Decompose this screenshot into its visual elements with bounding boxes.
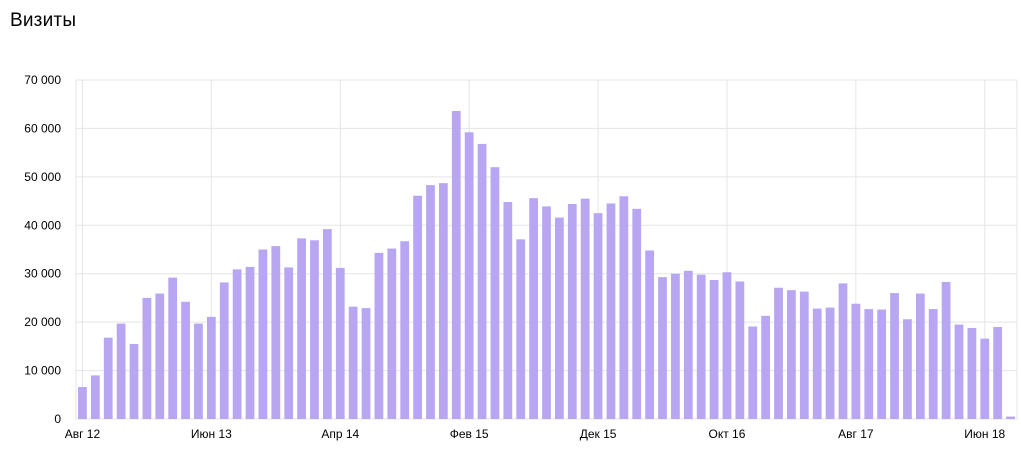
bar: Фев 15: 59200 — [464, 132, 474, 419]
bar: Июн 13: 21100 — [206, 316, 216, 419]
bar: Дек 15: 42500 — [593, 213, 603, 419]
y-tick-label: 10 000 — [24, 364, 61, 378]
bar: Май 14: 23200 — [348, 306, 358, 419]
bar: Июн 17: 23000 — [825, 307, 835, 419]
bar: Окт 14: 46100 — [413, 195, 422, 419]
x-tick-label: Июн 18 — [964, 427, 1005, 441]
x-axis-ticks: Авг 12 Июн 13 Апр 14 Фев 15 Дек 15 Окт 16 Авг … — [65, 427, 1006, 441]
bar: Июл 14: 34300 — [374, 252, 384, 419]
bar: Ноя 16: 28400 — [735, 281, 745, 419]
x-tick-label: Дек 15 — [580, 427, 617, 441]
bar: Май 16: 29300 — [658, 277, 667, 419]
x-tick-label: Июн 13 — [191, 427, 232, 441]
bar: Янв 16: 44500 — [606, 203, 616, 419]
bar: Апр 18: 19500 — [954, 324, 964, 419]
y-tick-label: 20 000 — [24, 315, 61, 329]
bar: Мар 15: 56800 — [477, 143, 487, 419]
bar: Окт 16: 30300 — [722, 272, 732, 419]
bar: Апр 13: 24200 — [181, 301, 190, 419]
y-tick-label: 30 000 — [24, 267, 61, 281]
bar: Ноя 17: 26000 — [890, 293, 899, 419]
bar: Июл 17: 28000 — [838, 283, 848, 419]
bar: Дек 17: 20600 — [903, 319, 912, 419]
bar: Авг 13: 30900 — [232, 269, 242, 419]
bar: Сен 13: 31400 — [245, 266, 255, 419]
bar: Авг 16: 29800 — [696, 274, 706, 419]
bar: Ноя 13: 35700 — [271, 246, 281, 419]
bar: Июл 13: 28200 — [219, 282, 229, 419]
bar: Янв 17: 21300 — [761, 315, 771, 419]
x-tick-label: Апр 14 — [321, 427, 359, 441]
bar: Сен 17: 22700 — [864, 309, 874, 419]
bar: Фев 16: 46000 — [619, 196, 629, 419]
bar: Фев 13: 25900 — [155, 293, 165, 419]
bar: Сен 14: 36700 — [400, 241, 410, 419]
bar: Май 15: 44800 — [503, 202, 513, 419]
bar: Июл 18: 19000 — [993, 326, 1003, 419]
bar: Апр 17: 26300 — [799, 291, 809, 419]
bar: Янв 15: 63600 — [451, 110, 461, 419]
bar: Янв 14: 37300 — [297, 238, 306, 419]
bar: Июн 15: 37100 — [516, 239, 526, 419]
bar: Сен 16: 28700 — [709, 280, 719, 419]
bar: Ноя 15: 45500 — [580, 198, 590, 419]
y-tick-label: 50 000 — [24, 170, 61, 184]
bar: Мар 18: 28300 — [941, 281, 951, 419]
y-tick-label: 60 000 — [24, 121, 61, 135]
y-tick-label: 70 000 — [24, 73, 61, 87]
x-tick-label: Авг 17 — [838, 427, 874, 441]
y-axis-ticks: 0 10 000 20 000 30 000 40 000 50 000 60 000 70 … — [24, 73, 61, 426]
bar: Июл 15: 45600 — [529, 198, 538, 419]
y-tick-label: 0 — [54, 412, 61, 426]
bar: Апр 15: 52000 — [490, 167, 500, 419]
bar: Сен 15: 41600 — [555, 217, 564, 419]
x-tick-label: Авг 12 — [65, 427, 101, 441]
bar: Апр 16: 34800 — [645, 250, 655, 419]
x-tick-label: Окт 16 — [709, 427, 746, 441]
bar: Мар 16: 43400 — [632, 208, 642, 419]
bar: Авг 15: 43900 — [542, 206, 551, 419]
bar: Дек 14: 48700 — [438, 183, 448, 419]
bar: Май 13: 19700 — [194, 323, 203, 419]
bar: Май 18: 18800 — [967, 327, 977, 419]
bar: Мар 17: 26600 — [787, 290, 796, 419]
bars: Авг 12: 6600Сен 12: 9000Окт 12: 16800Ноя… — [78, 110, 1015, 419]
bar: Авг 12: 6600 — [78, 387, 87, 419]
bar: Апр 14: 31200 — [335, 267, 345, 419]
bar: Авг 17: 23800 — [851, 303, 861, 419]
bar: Фев 18: 22700 — [928, 309, 938, 419]
bar: Дек 16: 19100 — [748, 326, 758, 419]
bar: Дек 13: 31300 — [284, 267, 294, 419]
bar: Фев 14: 36900 — [310, 240, 319, 419]
bar: Авг 18: 500 — [1006, 416, 1015, 419]
bar: Фев 17: 27100 — [774, 287, 783, 419]
y-tick-label: 40 000 — [24, 218, 61, 232]
bar: Июл 16: 30600 — [683, 270, 693, 419]
bar: Окт 15: 44400 — [567, 203, 577, 419]
bar: Окт 17: 22600 — [877, 309, 887, 419]
bar: Дек 12: 15500 — [129, 343, 139, 419]
bar: Июн 18: 16600 — [980, 338, 990, 419]
bar: Янв 18: 25900 — [915, 293, 925, 419]
bar: Янв 13: 25000 — [142, 297, 152, 419]
bar: Авг 14: 35200 — [387, 248, 397, 419]
bar: Мар 14: 39200 — [322, 229, 332, 419]
bar: Май 17: 22800 — [812, 308, 822, 419]
chart-title: Визиты — [10, 10, 77, 31]
bar: Сен 12: 9000 — [90, 375, 100, 419]
bar: Окт 12: 16800 — [103, 337, 113, 419]
bar: Окт 13: 35000 — [258, 249, 268, 419]
bar: Мар 13: 29200 — [168, 277, 178, 419]
x-tick-label: Фев 15 — [450, 427, 489, 441]
bar: Ноя 14: 48300 — [426, 185, 435, 419]
bar: Июн 14: 22900 — [361, 308, 371, 419]
bar: Ноя 12: 19700 — [116, 323, 126, 419]
